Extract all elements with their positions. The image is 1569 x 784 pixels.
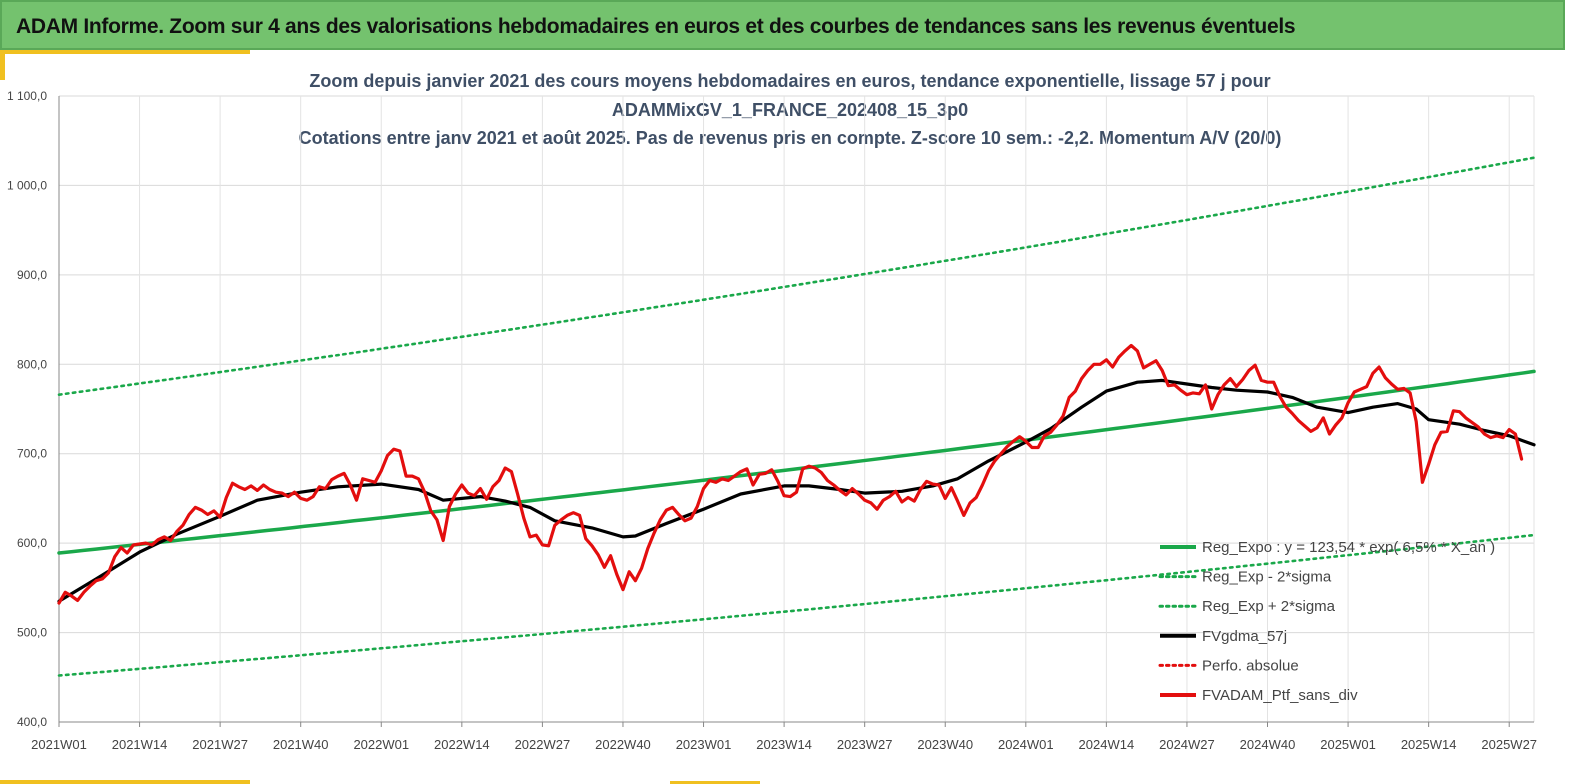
axes: 400,0 500,0 600,0 700,0 800,0 900,0 1 000,0 1 1…: [7, 89, 1537, 752]
upper-band-line: [57, 156, 1536, 396]
legend-label: Reg_Exp + 2*sigma: [1202, 598, 1336, 615]
x-tick-label: 2025W01: [1320, 737, 1376, 752]
x-tick-label: 2024W40: [1240, 737, 1296, 752]
x-tick-label: 2021W40: [273, 737, 329, 752]
y-tick-label: 1 000,0: [7, 178, 47, 192]
x-tick-label: 2024W27: [1159, 737, 1215, 752]
x-tick-label: 2021W27: [192, 737, 248, 752]
legend-label: FVADAM_Ptf_sans_div: [1202, 687, 1358, 704]
x-tick-label: 2021W01: [31, 737, 87, 752]
x-tick-label: 2023W01: [676, 737, 732, 752]
x-tick-label: 2022W14: [434, 737, 490, 752]
x-tick-label: 2021W14: [112, 737, 168, 752]
y-tick-label: 400,0: [17, 715, 47, 729]
portfolio-line: [57, 343, 1524, 605]
legend-label: Perfo. absolue: [1202, 657, 1299, 674]
accent-bar-bottom-mid: [670, 781, 760, 784]
y-tick-label: 700,0: [17, 447, 47, 461]
x-tick-label: 2022W01: [353, 737, 409, 752]
x-tick-label: 2023W14: [756, 737, 812, 752]
header-title: ADAM Informe. Zoom sur 4 ans des valoris…: [16, 15, 1296, 38]
series: [57, 156, 1536, 677]
legend-label: Reg_Exp - 2*sigma: [1202, 569, 1332, 586]
chart-title-line-3: Cotations entre janv 2021 et août 2025. …: [298, 128, 1282, 148]
y-tick-label: 1 100,0: [7, 89, 47, 103]
legend-label: Reg_Expo : y = 123,54 * exp( 6,5% * X_an…: [1202, 539, 1495, 556]
y-tick-label: 500,0: [17, 626, 47, 640]
legend-label: FVgdma_57j: [1202, 628, 1287, 645]
accent-bar-top: [5, 50, 250, 54]
x-tick-label: 2023W40: [917, 737, 973, 752]
y-tick-label: 600,0: [17, 536, 47, 550]
x-tick-label: 2024W01: [998, 737, 1054, 752]
x-tick-label: 2025W27: [1481, 737, 1537, 752]
accent-bar-bottom: [0, 780, 250, 784]
accent-bar-left: [0, 50, 5, 80]
regression-line: [57, 369, 1536, 555]
x-tick-label: 2022W27: [515, 737, 571, 752]
grid: [58, 95, 1535, 723]
legend: Reg_Expo : y = 123,54 * exp( 6,5% * X_an…: [1158, 539, 1495, 704]
chart-title-line-1: Zoom depuis janvier 2021 des cours moyen…: [309, 71, 1271, 91]
header-banner: ADAM Informe. Zoom sur 4 ans des valoris…: [0, 0, 1565, 50]
x-tick-label: 2023W27: [837, 737, 893, 752]
x-tick-label: 2024W14: [1079, 737, 1135, 752]
lower-band-line: [57, 533, 1536, 677]
x-tick-label: 2025W14: [1401, 737, 1457, 752]
y-tick-label: 800,0: [17, 357, 47, 371]
chart-title-line-2: ADAMMixGV_1_FRANCE_202408_15_3p0: [611, 100, 969, 120]
x-tick-label: 2022W40: [595, 737, 651, 752]
y-tick-label: 900,0: [17, 268, 47, 282]
